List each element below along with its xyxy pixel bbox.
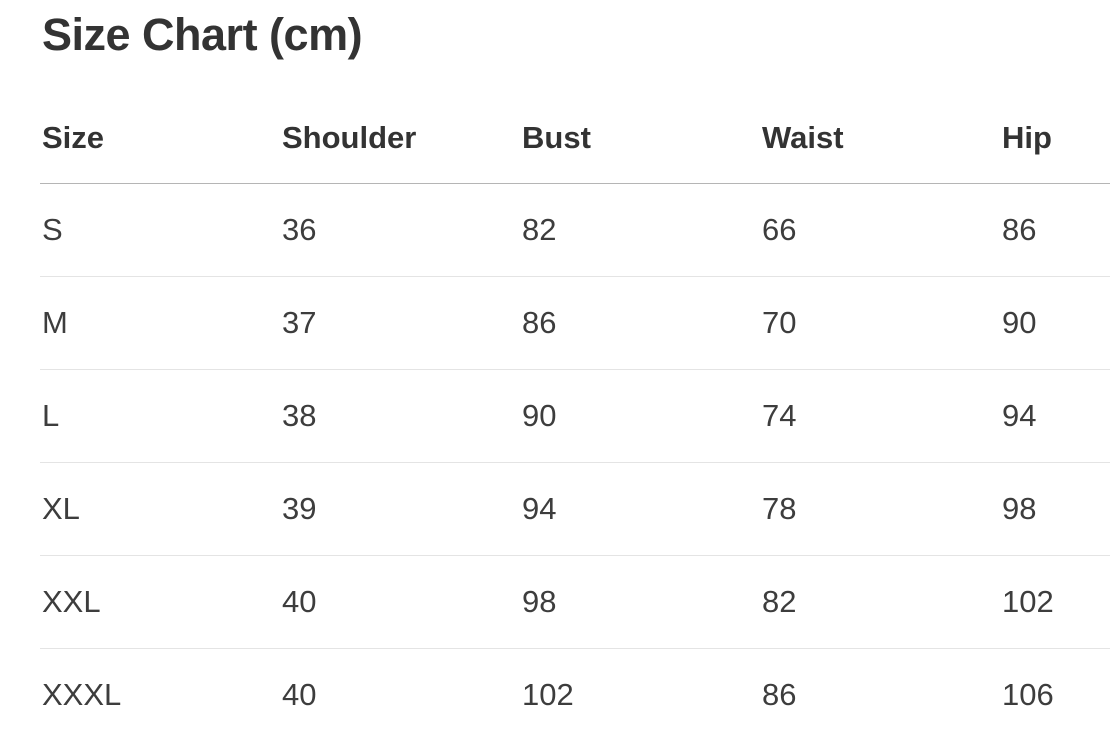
hip-cell: 94 xyxy=(1000,370,1110,463)
shoulder-cell: 38 xyxy=(280,370,520,463)
hip-cell: 106 xyxy=(1000,649,1110,741)
table-row: XXXL 40 102 86 106 xyxy=(40,649,1110,741)
table-row: XL 39 94 78 98 xyxy=(40,463,1110,556)
shoulder-cell: 40 xyxy=(280,649,520,741)
header-row: Size Shoulder Bust Waist Hip xyxy=(40,92,1110,184)
bust-cell: 86 xyxy=(520,277,760,370)
waist-cell: 82 xyxy=(760,556,1000,649)
hip-cell: 86 xyxy=(1000,184,1110,277)
shoulder-cell: 37 xyxy=(280,277,520,370)
bust-cell: 98 xyxy=(520,556,760,649)
column-header-shoulder: Shoulder xyxy=(280,92,520,184)
shoulder-cell: 36 xyxy=(280,184,520,277)
hip-cell: 102 xyxy=(1000,556,1110,649)
waist-cell: 70 xyxy=(760,277,1000,370)
shoulder-cell: 39 xyxy=(280,463,520,556)
page-title: Size Chart (cm) xyxy=(0,0,1110,92)
table-row: L 38 90 74 94 xyxy=(40,370,1110,463)
table-row: S 36 82 66 86 xyxy=(40,184,1110,277)
size-cell: M xyxy=(40,277,280,370)
size-cell: S xyxy=(40,184,280,277)
column-header-waist: Waist xyxy=(760,92,1000,184)
hip-cell: 90 xyxy=(1000,277,1110,370)
bust-cell: 82 xyxy=(520,184,760,277)
waist-cell: 66 xyxy=(760,184,1000,277)
table-row: M 37 86 70 90 xyxy=(40,277,1110,370)
size-cell: XXXL xyxy=(40,649,280,741)
column-header-size: Size xyxy=(40,92,280,184)
column-header-bust: Bust xyxy=(520,92,760,184)
column-header-hip: Hip xyxy=(1000,92,1110,184)
size-cell: XXL xyxy=(40,556,280,649)
size-cell: XL xyxy=(40,463,280,556)
hip-cell: 98 xyxy=(1000,463,1110,556)
bust-cell: 90 xyxy=(520,370,760,463)
waist-cell: 86 xyxy=(760,649,1000,741)
shoulder-cell: 40 xyxy=(280,556,520,649)
table-row: XXL 40 98 82 102 xyxy=(40,556,1110,649)
size-chart-table: Size Shoulder Bust Waist Hip S 36 82 66 … xyxy=(40,92,1110,741)
size-cell: L xyxy=(40,370,280,463)
bust-cell: 94 xyxy=(520,463,760,556)
table-body: S 36 82 66 86 M 37 86 70 90 L 38 90 74 9… xyxy=(40,184,1110,741)
waist-cell: 74 xyxy=(760,370,1000,463)
waist-cell: 78 xyxy=(760,463,1000,556)
bust-cell: 102 xyxy=(520,649,760,741)
